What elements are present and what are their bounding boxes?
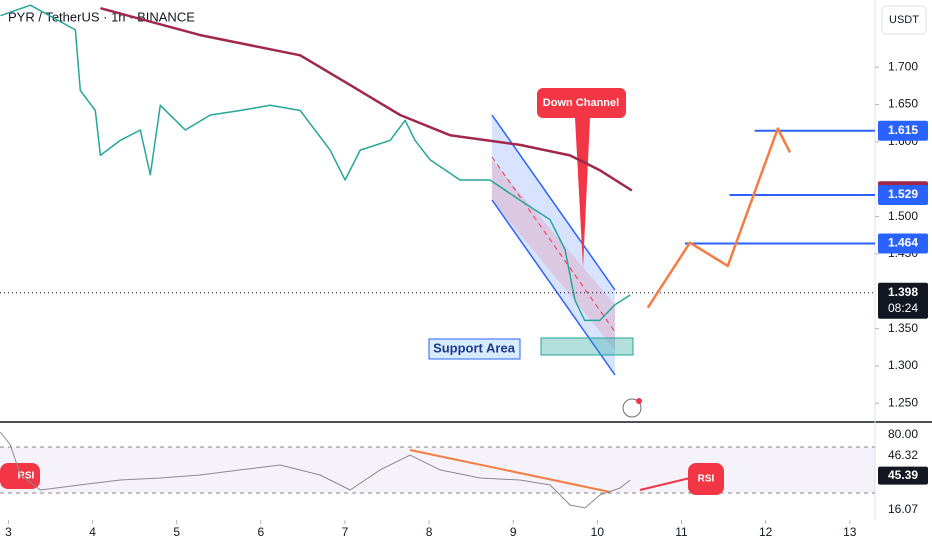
price-label-box xyxy=(878,233,928,254)
down-channel xyxy=(492,115,615,375)
x-tick-label: 8 xyxy=(426,525,433,539)
rsi-band xyxy=(0,447,875,493)
y-tick-label: 1.700 xyxy=(888,59,918,73)
rsi-badge-text: RSI xyxy=(18,471,35,482)
price-label: 1.464 xyxy=(888,236,918,250)
last-price-label: 1.398 xyxy=(888,285,918,299)
support-label: Support Area xyxy=(433,340,516,355)
rsi-badge-right xyxy=(688,463,724,495)
rsi-tick-label: 46.32 xyxy=(888,448,918,462)
callout-box xyxy=(537,88,626,118)
rsi-tick-label: 16.07 xyxy=(888,502,918,516)
rsi-tick-label: 80.00 xyxy=(888,427,918,441)
rsi-value-box xyxy=(878,466,928,485)
channel-lower xyxy=(491,199,616,376)
x-tick-label: 3 xyxy=(5,525,12,539)
price-label: 1.615 xyxy=(888,123,918,137)
x-tick-label: 9 xyxy=(510,525,517,539)
y-tick-label: 1.300 xyxy=(888,358,918,372)
chart-title: PYR / TetherUS · 1h · BINANCE xyxy=(8,9,195,24)
currency-box xyxy=(881,5,927,35)
x-tick-label: 6 xyxy=(257,525,264,539)
y-tick-label: 1.250 xyxy=(888,395,918,409)
rsi-pointer xyxy=(639,477,691,491)
x-tick-label: 5 xyxy=(173,525,180,539)
alert-dot xyxy=(636,398,642,404)
support-box xyxy=(540,337,634,356)
support-label-box xyxy=(428,338,521,360)
callout-arrow xyxy=(575,118,590,268)
y-tick-label: 1.500 xyxy=(888,209,918,223)
rsi-tick-label: 45.39 xyxy=(888,468,918,482)
series-line xyxy=(100,6,633,192)
series-line xyxy=(0,4,631,322)
callout-text: Down Channel xyxy=(543,97,619,109)
rsi-badge-text: RSI xyxy=(698,474,715,485)
price-label-box xyxy=(878,184,928,205)
x-tick-label: 13 xyxy=(843,525,857,539)
countdown: 08:24 xyxy=(888,301,918,315)
y-tick-label: 1.650 xyxy=(888,97,918,111)
alert-icon[interactable] xyxy=(622,398,642,418)
y-tick-label: 1.350 xyxy=(888,321,918,335)
price-label: 1.529 xyxy=(888,187,918,201)
currency: USDT xyxy=(889,14,919,26)
x-tick-label: 12 xyxy=(759,525,773,539)
x-tick-label: 11 xyxy=(675,525,688,539)
last-price-box xyxy=(878,282,928,319)
x-tick-label: 7 xyxy=(342,525,349,539)
x-tick-label: 4 xyxy=(89,525,96,539)
rsi-trendline xyxy=(409,449,611,493)
series-line xyxy=(646,127,792,309)
rsi-line xyxy=(0,431,631,509)
x-tick-label: 10 xyxy=(591,525,605,539)
channel-inner xyxy=(492,160,615,350)
price-label-box xyxy=(878,120,928,141)
